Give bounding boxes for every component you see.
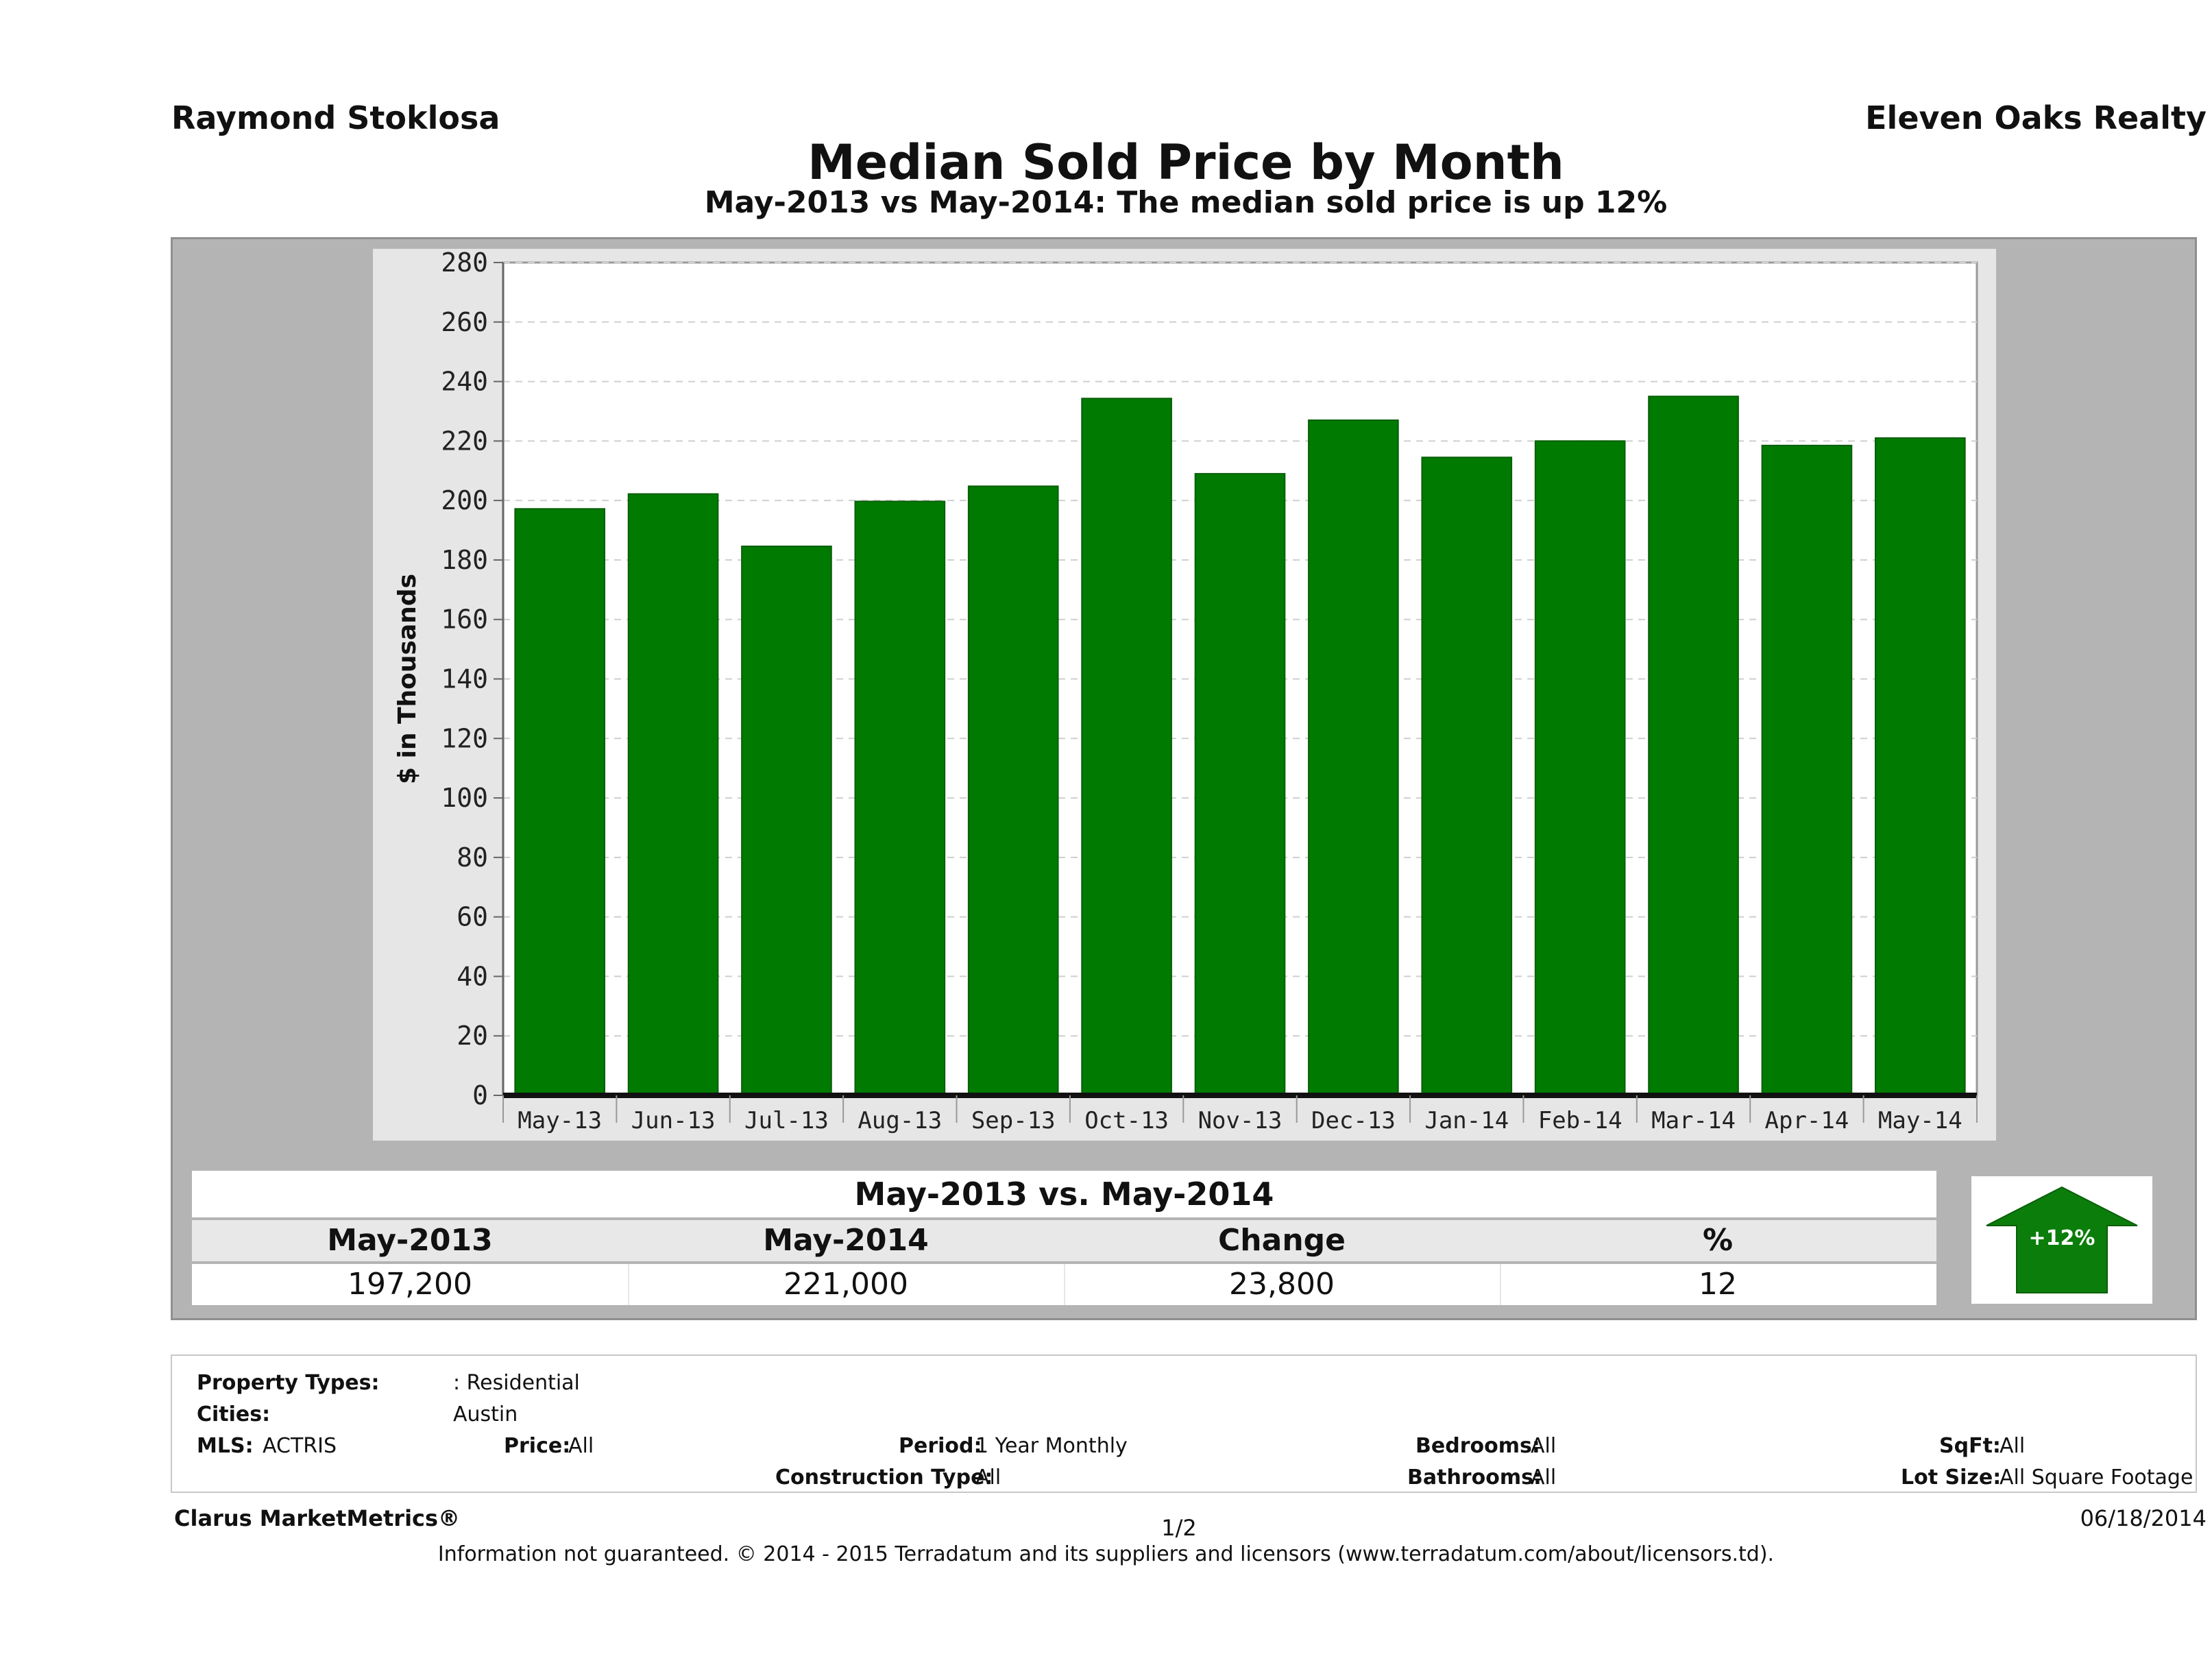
period-label: Period: <box>899 1434 982 1458</box>
bar-may-13 <box>514 508 606 1096</box>
bar-chart: 0 20 40 60 80 100 120 140 160 180 200 220 240 260 280 $… <box>393 249 1978 1134</box>
bar-mar-14 <box>1648 396 1739 1096</box>
value-change: 23,800 <box>1229 1267 1335 1302</box>
bathrooms-label: Bathrooms: <box>1407 1466 1542 1489</box>
x-tick-label: May-13 <box>518 1107 602 1134</box>
x-tick-label: Feb-14 <box>1538 1107 1622 1134</box>
sqft-label: SqFt: <box>1939 1434 2001 1458</box>
brokerage-name: Eleven Oaks Realty <box>1865 99 2207 136</box>
y-tick-label: 180 <box>441 545 488 575</box>
y-tick-label: 140 <box>441 664 488 694</box>
value-may-2014: 221,000 <box>783 1267 908 1302</box>
price-label: Price: <box>504 1434 571 1458</box>
y-tick-label: 120 <box>441 723 488 753</box>
x-tick-label: Aug-13 <box>858 1107 942 1134</box>
y-tick-label: 160 <box>441 605 488 635</box>
x-tick-label: Jan-14 <box>1424 1107 1509 1134</box>
bar-feb-14 <box>1534 440 1626 1097</box>
report-date: 06/18/2014 <box>2080 1505 2207 1531</box>
x-tick-label: Dec-13 <box>1311 1107 1396 1134</box>
x-tick-label: Oct-13 <box>1084 1107 1169 1134</box>
up-arrow-icon: +12% <box>1986 1186 2138 1293</box>
y-tick-label: 20 <box>457 1021 488 1051</box>
cell-divider <box>628 1264 629 1305</box>
x-tick-label: Jul-13 <box>744 1107 829 1134</box>
comparison-table: May-2013 vs. May-2014 May-2013 May-2014 … <box>192 1171 1936 1305</box>
chart-title: Median Sold Price by Month <box>807 134 1564 191</box>
price-value: All <box>568 1434 594 1458</box>
disclaimer: Information not guaranteed. © 2014 - 201… <box>437 1542 1775 1566</box>
y-tick-label: 80 <box>457 842 488 873</box>
construction-type-label: Construction Type: <box>775 1466 993 1489</box>
footer-brand: Clarus MarketMetrics® <box>174 1505 461 1531</box>
change-indicator: +12% <box>1971 1176 2152 1304</box>
y-tick-label: 260 <box>441 307 488 337</box>
page-number: 1/2 <box>1161 1515 1197 1541</box>
property-types-value: : Residential <box>453 1371 580 1395</box>
y-tick-label: 240 <box>441 367 488 397</box>
comparison-value-row: 197,200 221,000 23,800 12 <box>192 1264 1936 1305</box>
x-tick-label: Jun-13 <box>631 1107 716 1134</box>
comparison-header-row: May-2013 May-2014 Change % <box>192 1220 1936 1261</box>
bar-jun-13 <box>627 493 719 1096</box>
header-percent: % <box>1702 1223 1734 1258</box>
period-value: 1 Year Monthly <box>975 1434 1128 1458</box>
y-tick-label: 40 <box>457 961 488 991</box>
y-tick-label: 220 <box>441 426 488 456</box>
value-may-2013: 197,200 <box>348 1267 472 1302</box>
bar-dec-13 <box>1308 419 1399 1097</box>
value-percent: 12 <box>1699 1267 1737 1302</box>
construction-type-value: All <box>975 1466 1001 1489</box>
bar-oct-13 <box>1081 398 1172 1096</box>
y-tick-label: 200 <box>441 485 488 515</box>
bar-jul-13 <box>741 545 832 1097</box>
cities-value: Austin <box>453 1402 518 1426</box>
cell-divider <box>1500 1264 1501 1305</box>
bedrooms-value: All <box>1531 1434 1557 1458</box>
agent-name: Raymond Stoklosa <box>171 99 500 136</box>
x-tick-label: Apr-14 <box>1765 1107 1849 1134</box>
header-may-2014: May-2014 <box>763 1223 929 1258</box>
mls-value: ACTRIS <box>263 1434 337 1458</box>
filter-summary: Property Types: : Residential Cities: Au… <box>171 1354 2197 1493</box>
bathrooms-value: All <box>1531 1466 1557 1489</box>
y-tick-label: 60 <box>457 902 488 932</box>
y-tick-label: 100 <box>441 783 488 813</box>
mls-label: MLS: <box>197 1434 254 1458</box>
y-tick-label: 280 <box>441 249 488 278</box>
y-tick-label: 0 <box>472 1080 488 1110</box>
lot-size-value: All Square Footage <box>2000 1466 2193 1489</box>
chart-subtitle: May-2013 vs May-2014: The median sold pr… <box>704 185 1668 220</box>
header-change: Change <box>1218 1223 1346 1258</box>
change-badge-text: +12% <box>2029 1226 2095 1250</box>
x-tick-label: Nov-13 <box>1198 1107 1283 1134</box>
y-axis-label: $ in Thousands <box>393 574 422 784</box>
bar-sep-13 <box>967 485 1059 1097</box>
lot-size-label: Lot Size: <box>1901 1466 2002 1489</box>
bar-nov-13 <box>1194 473 1286 1096</box>
comparison-title: May-2013 vs. May-2014 <box>192 1171 1936 1217</box>
x-tick-label: Sep-13 <box>971 1107 1056 1134</box>
bar-jan-14 <box>1421 457 1513 1096</box>
bar-apr-14 <box>1761 444 1853 1096</box>
bar-may-14 <box>1874 437 1966 1096</box>
bedrooms-label: Bedrooms: <box>1415 1434 1540 1458</box>
sqft-value: All <box>2000 1434 2026 1458</box>
cities-label: Cities: <box>197 1402 271 1426</box>
x-tick-label: May-14 <box>1878 1107 1962 1134</box>
cell-divider <box>1064 1264 1065 1305</box>
x-tick-label: Mar-14 <box>1651 1107 1736 1134</box>
bar-aug-13 <box>854 500 946 1096</box>
header-may-2013: May-2013 <box>327 1223 493 1258</box>
property-types-label: Property Types: <box>197 1371 380 1395</box>
